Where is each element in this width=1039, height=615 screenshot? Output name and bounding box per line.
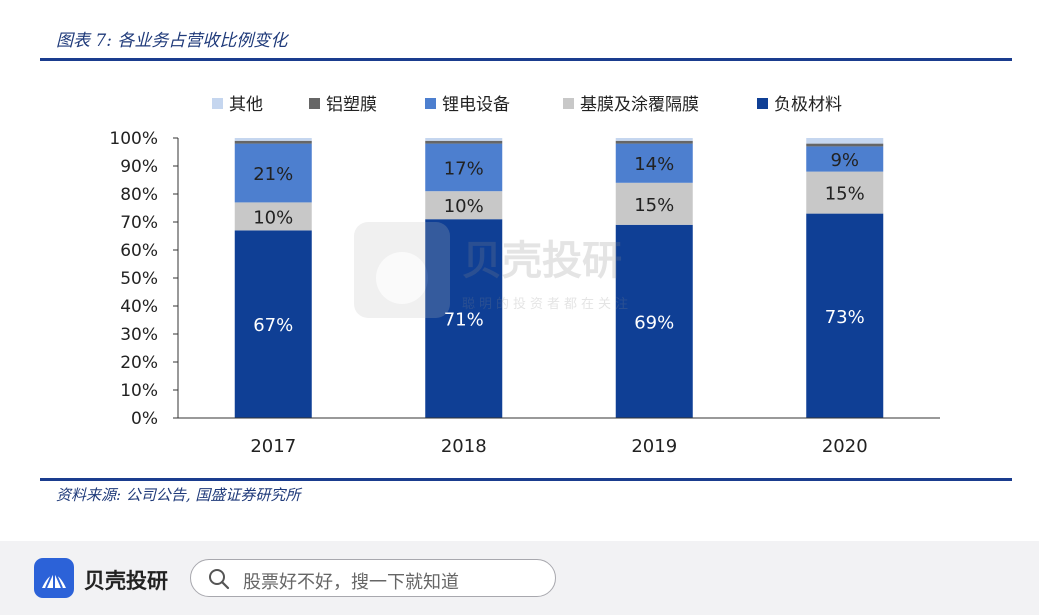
search-placeholder: 股票好不好，搜一下就知道 xyxy=(243,572,459,593)
data-label: 14% xyxy=(634,154,674,175)
legend-swatch xyxy=(425,98,436,109)
data-label: 15% xyxy=(825,184,865,205)
legend-swatch xyxy=(563,98,574,109)
legend-swatch xyxy=(309,98,320,109)
watermark-brand: 贝壳投研 xyxy=(462,238,622,284)
legend-swatch xyxy=(757,98,768,109)
bars: 67% 10% 21% 71% 10% 17% 69% 15% 14% 73% 15% 9% xyxy=(234,138,884,418)
y-tick-label: 70% xyxy=(120,213,158,233)
legend-label: 负极材料 xyxy=(774,95,842,115)
bar-segment xyxy=(615,182,693,225)
x-axis: 2017 2018 2019 2020 xyxy=(178,417,940,457)
x-tick-label: 2017 xyxy=(250,436,296,457)
data-label: 9% xyxy=(830,150,859,171)
brand-name[interactable]: 贝壳投研 xyxy=(84,569,168,593)
legend-label: 锂电设备 xyxy=(442,95,510,115)
bar-segment xyxy=(234,138,312,141)
bar-segment xyxy=(615,224,693,418)
bar-segment xyxy=(425,219,503,418)
bar-segment xyxy=(615,138,693,141)
y-tick-label: 0% xyxy=(131,409,158,429)
figure-title: 图表 7: 各业务占营收比例变化 xyxy=(56,31,288,51)
data-label: 73% xyxy=(825,307,865,328)
source-note: 资料来源: 公司公告, 国盛证券研究所 xyxy=(56,486,301,504)
x-tick-label: 2019 xyxy=(631,436,677,457)
bar-segment xyxy=(615,143,693,183)
watermark: 贝壳投研 聪明的投资者都在关注 xyxy=(354,222,632,318)
source-rule xyxy=(40,478,1012,481)
y-tick-label: 30% xyxy=(120,325,158,345)
y-axis: 0% 10% 20% 30% 40% 50% 60% 70% 80% 90% 100% xyxy=(109,129,179,429)
bar-segment xyxy=(425,143,503,192)
y-tick-label: 10% xyxy=(120,381,158,401)
y-tick-label: 90% xyxy=(120,157,158,177)
data-label: 71% xyxy=(444,310,484,331)
bar-segment xyxy=(425,191,503,220)
data-label: 17% xyxy=(444,158,484,179)
bar-segment xyxy=(234,143,312,203)
y-tick-label: 40% xyxy=(120,297,158,317)
legend-label: 基膜及涂覆隔膜 xyxy=(580,95,699,115)
bar-segment xyxy=(234,140,312,144)
bar-segment xyxy=(806,138,884,144)
x-tick-label: 2018 xyxy=(441,436,487,457)
bottom-bar: 贝壳投研 股票好不好，搜一下就知道 xyxy=(0,541,1039,615)
watermark-slogan: 聪明的投资者都在关注 xyxy=(462,296,632,312)
bar-segment xyxy=(806,213,884,418)
bar-segment xyxy=(806,146,884,172)
chart-legend: 其他 铝塑膜 锂电设备 基膜及涂覆隔膜 负极材料 xyxy=(212,95,842,115)
magnifier-icon xyxy=(209,569,230,590)
title-rule xyxy=(40,58,1012,61)
x-tick-label: 2020 xyxy=(822,436,868,457)
stacked-bar-chart: 其他 铝塑膜 锂电设备 基膜及涂覆隔膜 负极材料 0% 10% 20% 30% 40% 50% 60… xyxy=(109,95,940,457)
legend-label: 铝塑膜 xyxy=(326,95,377,115)
legend-label: 其他 xyxy=(229,95,263,115)
bar-segment xyxy=(615,140,693,144)
data-label: 15% xyxy=(634,195,674,216)
y-tick-label: 50% xyxy=(120,269,158,289)
legend-swatch xyxy=(212,98,223,109)
bar-segment xyxy=(806,171,884,214)
data-label: 67% xyxy=(253,315,293,336)
bar-segment xyxy=(425,138,503,141)
watermark-logo-icon xyxy=(354,222,450,318)
bar-segment xyxy=(234,202,312,231)
y-tick-label: 100% xyxy=(109,129,158,149)
bar-segment xyxy=(806,143,884,147)
y-tick-label: 80% xyxy=(120,185,158,205)
bar-segment xyxy=(234,230,312,418)
data-label: 21% xyxy=(253,164,293,185)
bar-segment xyxy=(425,140,503,144)
shell-logo-icon[interactable] xyxy=(34,558,74,598)
search-input[interactable]: 股票好不好，搜一下就知道 xyxy=(190,559,556,597)
y-tick-label: 20% xyxy=(120,353,158,373)
y-tick-label: 60% xyxy=(120,241,158,261)
data-label: 10% xyxy=(444,196,484,217)
data-label: 69% xyxy=(634,312,674,333)
data-label: 10% xyxy=(253,207,293,228)
